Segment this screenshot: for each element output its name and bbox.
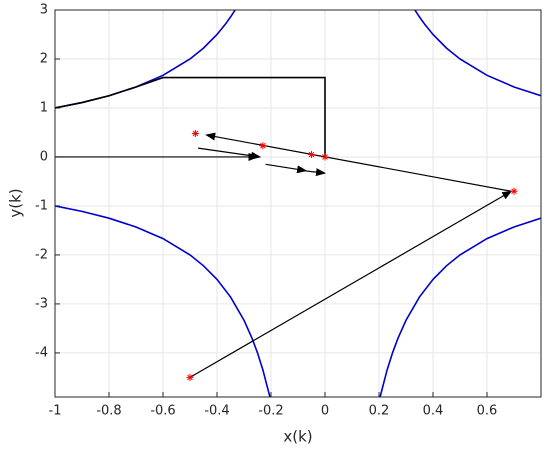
x-tick-label: -0.2 xyxy=(258,404,283,419)
point xyxy=(186,373,194,381)
arrow xyxy=(205,132,512,192)
y-tick-label: -3 xyxy=(35,296,48,311)
y-tick-label: 2 xyxy=(40,51,48,66)
curve xyxy=(55,205,271,397)
y-axis-label: y(k) xyxy=(7,188,25,217)
x-axis-label: x(k) xyxy=(283,428,312,446)
y-tick-label: -4 xyxy=(35,345,48,360)
curve xyxy=(379,217,541,397)
arrow xyxy=(189,190,513,378)
x-tick-label: -1 xyxy=(49,404,62,419)
y-tick-label: 0 xyxy=(40,149,48,164)
arrow xyxy=(303,168,326,177)
y-tick-label: 1 xyxy=(40,100,48,115)
x-tick-label: 0.2 xyxy=(369,404,390,419)
x-tick-label: 0 xyxy=(321,404,329,419)
curve xyxy=(55,76,326,157)
arrow xyxy=(265,163,308,174)
x-tick-label: -0.6 xyxy=(150,404,175,419)
y-tick-label: -1 xyxy=(35,198,48,213)
point xyxy=(308,151,315,159)
point xyxy=(191,129,199,137)
x-tick-label: -0.8 xyxy=(96,404,121,419)
axes-box xyxy=(54,9,542,398)
x-tick-label: -0.4 xyxy=(204,404,229,419)
x-tick-label: 0.6 xyxy=(477,404,498,419)
y-tick-label: -2 xyxy=(35,247,48,262)
point xyxy=(321,153,329,161)
point xyxy=(510,187,518,195)
point xyxy=(259,142,267,150)
curve xyxy=(414,10,541,97)
arrow xyxy=(198,147,262,160)
y-tick-label: 3 xyxy=(40,3,48,18)
x-tick-label: 0.4 xyxy=(423,404,444,419)
